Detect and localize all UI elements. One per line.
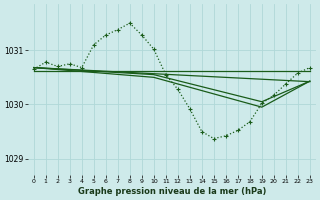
X-axis label: Graphe pression niveau de la mer (hPa): Graphe pression niveau de la mer (hPa) <box>77 187 266 196</box>
